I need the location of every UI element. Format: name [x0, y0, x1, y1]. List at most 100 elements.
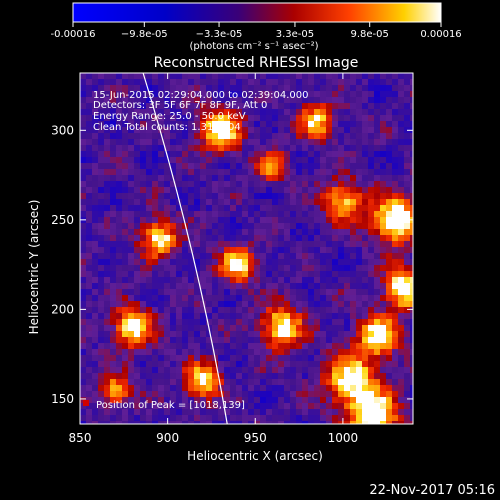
heatmap-cell [392, 313, 398, 319]
heatmap-cell [254, 349, 260, 355]
heatmap-cell [320, 349, 326, 355]
heatmap-cell [344, 271, 350, 277]
heatmap-cell [140, 289, 146, 295]
heatmap-cell [194, 163, 200, 169]
heatmap-cell [320, 181, 326, 187]
heatmap-cell [134, 73, 140, 79]
heatmap-cell [236, 205, 242, 211]
heatmap-cell [326, 415, 332, 421]
heatmap-cell [218, 349, 224, 355]
heatmap-cell [410, 193, 413, 199]
heatmap-cell [116, 343, 122, 349]
heatmap-cell [116, 349, 122, 355]
heatmap-cell [248, 229, 254, 235]
heatmap-cell [254, 421, 260, 424]
heatmap-cell [368, 415, 374, 421]
heatmap-cell [218, 163, 224, 169]
heatmap-cell [176, 355, 182, 361]
heatmap-cell [182, 91, 188, 97]
heatmap-cell [146, 217, 152, 223]
heatmap-cell [218, 403, 224, 409]
heatmap-cell [212, 241, 218, 247]
heatmap-cell [308, 379, 314, 385]
heatmap-cell [104, 313, 110, 319]
heatmap-cell [290, 109, 296, 115]
heatmap-cell [188, 403, 194, 409]
heatmap-cell [248, 91, 254, 97]
heatmap-cell [134, 151, 140, 157]
heatmap-cell [278, 169, 284, 175]
heatmap-cell [404, 391, 410, 397]
heatmap-cell [242, 151, 248, 157]
heatmap-cell [260, 277, 266, 283]
heatmap-cell [170, 133, 176, 139]
heatmap-cell [182, 217, 188, 223]
heatmap-cell [362, 379, 368, 385]
heatmap-cell [404, 121, 410, 127]
heatmap-cell [248, 277, 254, 283]
heatmap-cell [290, 127, 296, 133]
heatmap-cell [254, 187, 260, 193]
heatmap-cell [332, 121, 338, 127]
heatmap-cell [212, 397, 218, 403]
heatmap-cell [134, 409, 140, 415]
heatmap-cell [152, 91, 158, 97]
heatmap-cell [296, 253, 302, 259]
heatmap-cell [194, 205, 200, 211]
heatmap-cell [104, 277, 110, 283]
heatmap-cell [314, 79, 320, 85]
heatmap-cell [152, 349, 158, 355]
heatmap-cell [398, 301, 404, 307]
heatmap-cell [128, 349, 134, 355]
heatmap-cell [278, 283, 284, 289]
heatmap-cell [206, 205, 212, 211]
heatmap-cell [350, 265, 356, 271]
heatmap-cell [194, 145, 200, 151]
heatmap-cell [128, 109, 134, 115]
heatmap-cell [272, 319, 278, 325]
heatmap-cell [320, 325, 326, 331]
heatmap-cell [302, 253, 308, 259]
heatmap-cell [362, 79, 368, 85]
heatmap-cell [248, 331, 254, 337]
heatmap-cell [398, 421, 404, 424]
heatmap-cell [248, 133, 254, 139]
heatmap-cell [362, 409, 368, 415]
heatmap-cell [110, 337, 116, 343]
heatmap-cell [338, 397, 344, 403]
heatmap-cell [302, 259, 308, 265]
heatmap-cell [350, 235, 356, 241]
heatmap-cell [188, 319, 194, 325]
heatmap-cell [308, 415, 314, 421]
heatmap-cell [104, 151, 110, 157]
heatmap-cell [368, 163, 374, 169]
heatmap-cell [134, 247, 140, 253]
heatmap-cell [290, 265, 296, 271]
heatmap-cell [224, 373, 230, 379]
heatmap-cell [152, 187, 158, 193]
heatmap-cell [86, 151, 92, 157]
heatmap-cell [110, 277, 116, 283]
heatmap-cell [182, 121, 188, 127]
heatmap-cell [80, 115, 86, 121]
heatmap-cell [230, 73, 236, 79]
heatmap-cell [380, 349, 386, 355]
heatmap-cell [122, 235, 128, 241]
heatmap-cell [278, 247, 284, 253]
heatmap-cell [356, 73, 362, 79]
heatmap-cell [398, 121, 404, 127]
heatmap-cell [392, 373, 398, 379]
heatmap-cell [278, 223, 284, 229]
heatmap-cell [86, 355, 92, 361]
heatmap-cell [212, 295, 218, 301]
heatmap-cell [122, 271, 128, 277]
heatmap-cell [344, 103, 350, 109]
heatmap-cell [182, 241, 188, 247]
heatmap-cell [386, 253, 392, 259]
heatmap-cell [380, 415, 386, 421]
heatmap-cell [200, 355, 206, 361]
heatmap-cell [386, 277, 392, 283]
heatmap-cell [314, 253, 320, 259]
heatmap-cell [410, 139, 413, 145]
heatmap-cell [92, 199, 98, 205]
